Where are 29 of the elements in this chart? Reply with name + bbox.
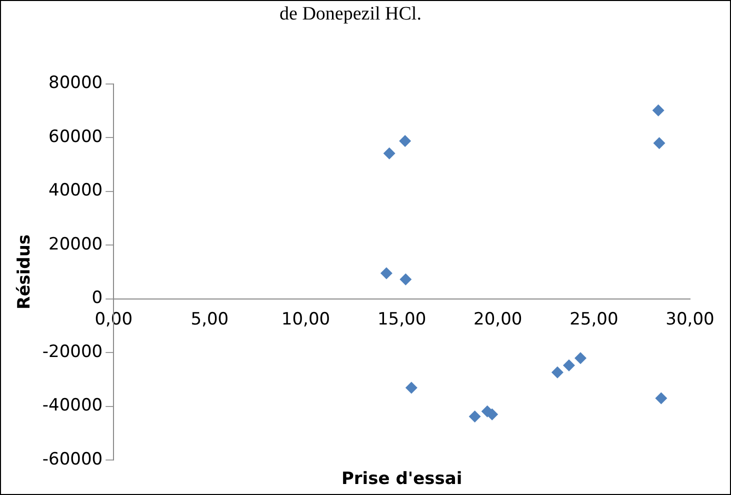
y-tick-label: 0 [92, 288, 103, 308]
chart-title: de Donepezil HCl. [280, 3, 422, 24]
y-tick-label: -60000 [42, 449, 103, 470]
point [562, 359, 575, 372]
point [405, 382, 418, 394]
y-tick-label: 80000 [48, 73, 103, 94]
x-tick-label: 15,00 [377, 309, 426, 330]
y-tick-label: 40000 [48, 180, 103, 201]
y-tick-label: -20000 [42, 342, 103, 362]
x-tick-label: 30,00 [666, 309, 714, 330]
x-tick-label: 10,00 [281, 309, 330, 330]
point [399, 135, 412, 148]
x-tick-label: 5,00 [190, 309, 229, 330]
x-tick-label: 20,00 [474, 309, 522, 330]
point [653, 137, 666, 150]
point [551, 366, 564, 378]
point [383, 147, 396, 160]
point [652, 104, 664, 116]
point [574, 352, 586, 364]
x-tick-label: 25,00 [570, 309, 618, 330]
point [400, 273, 412, 286]
x-axis-title: Prise d'essai [341, 468, 462, 489]
point [468, 410, 481, 422]
y-tick-label: 60000 [48, 126, 103, 147]
point [380, 267, 392, 280]
y-tick-label: -40000 [42, 396, 103, 416]
point [655, 392, 668, 404]
y-axis-title: Résidus [14, 234, 35, 310]
y-tick-label: 20000 [48, 234, 103, 254]
